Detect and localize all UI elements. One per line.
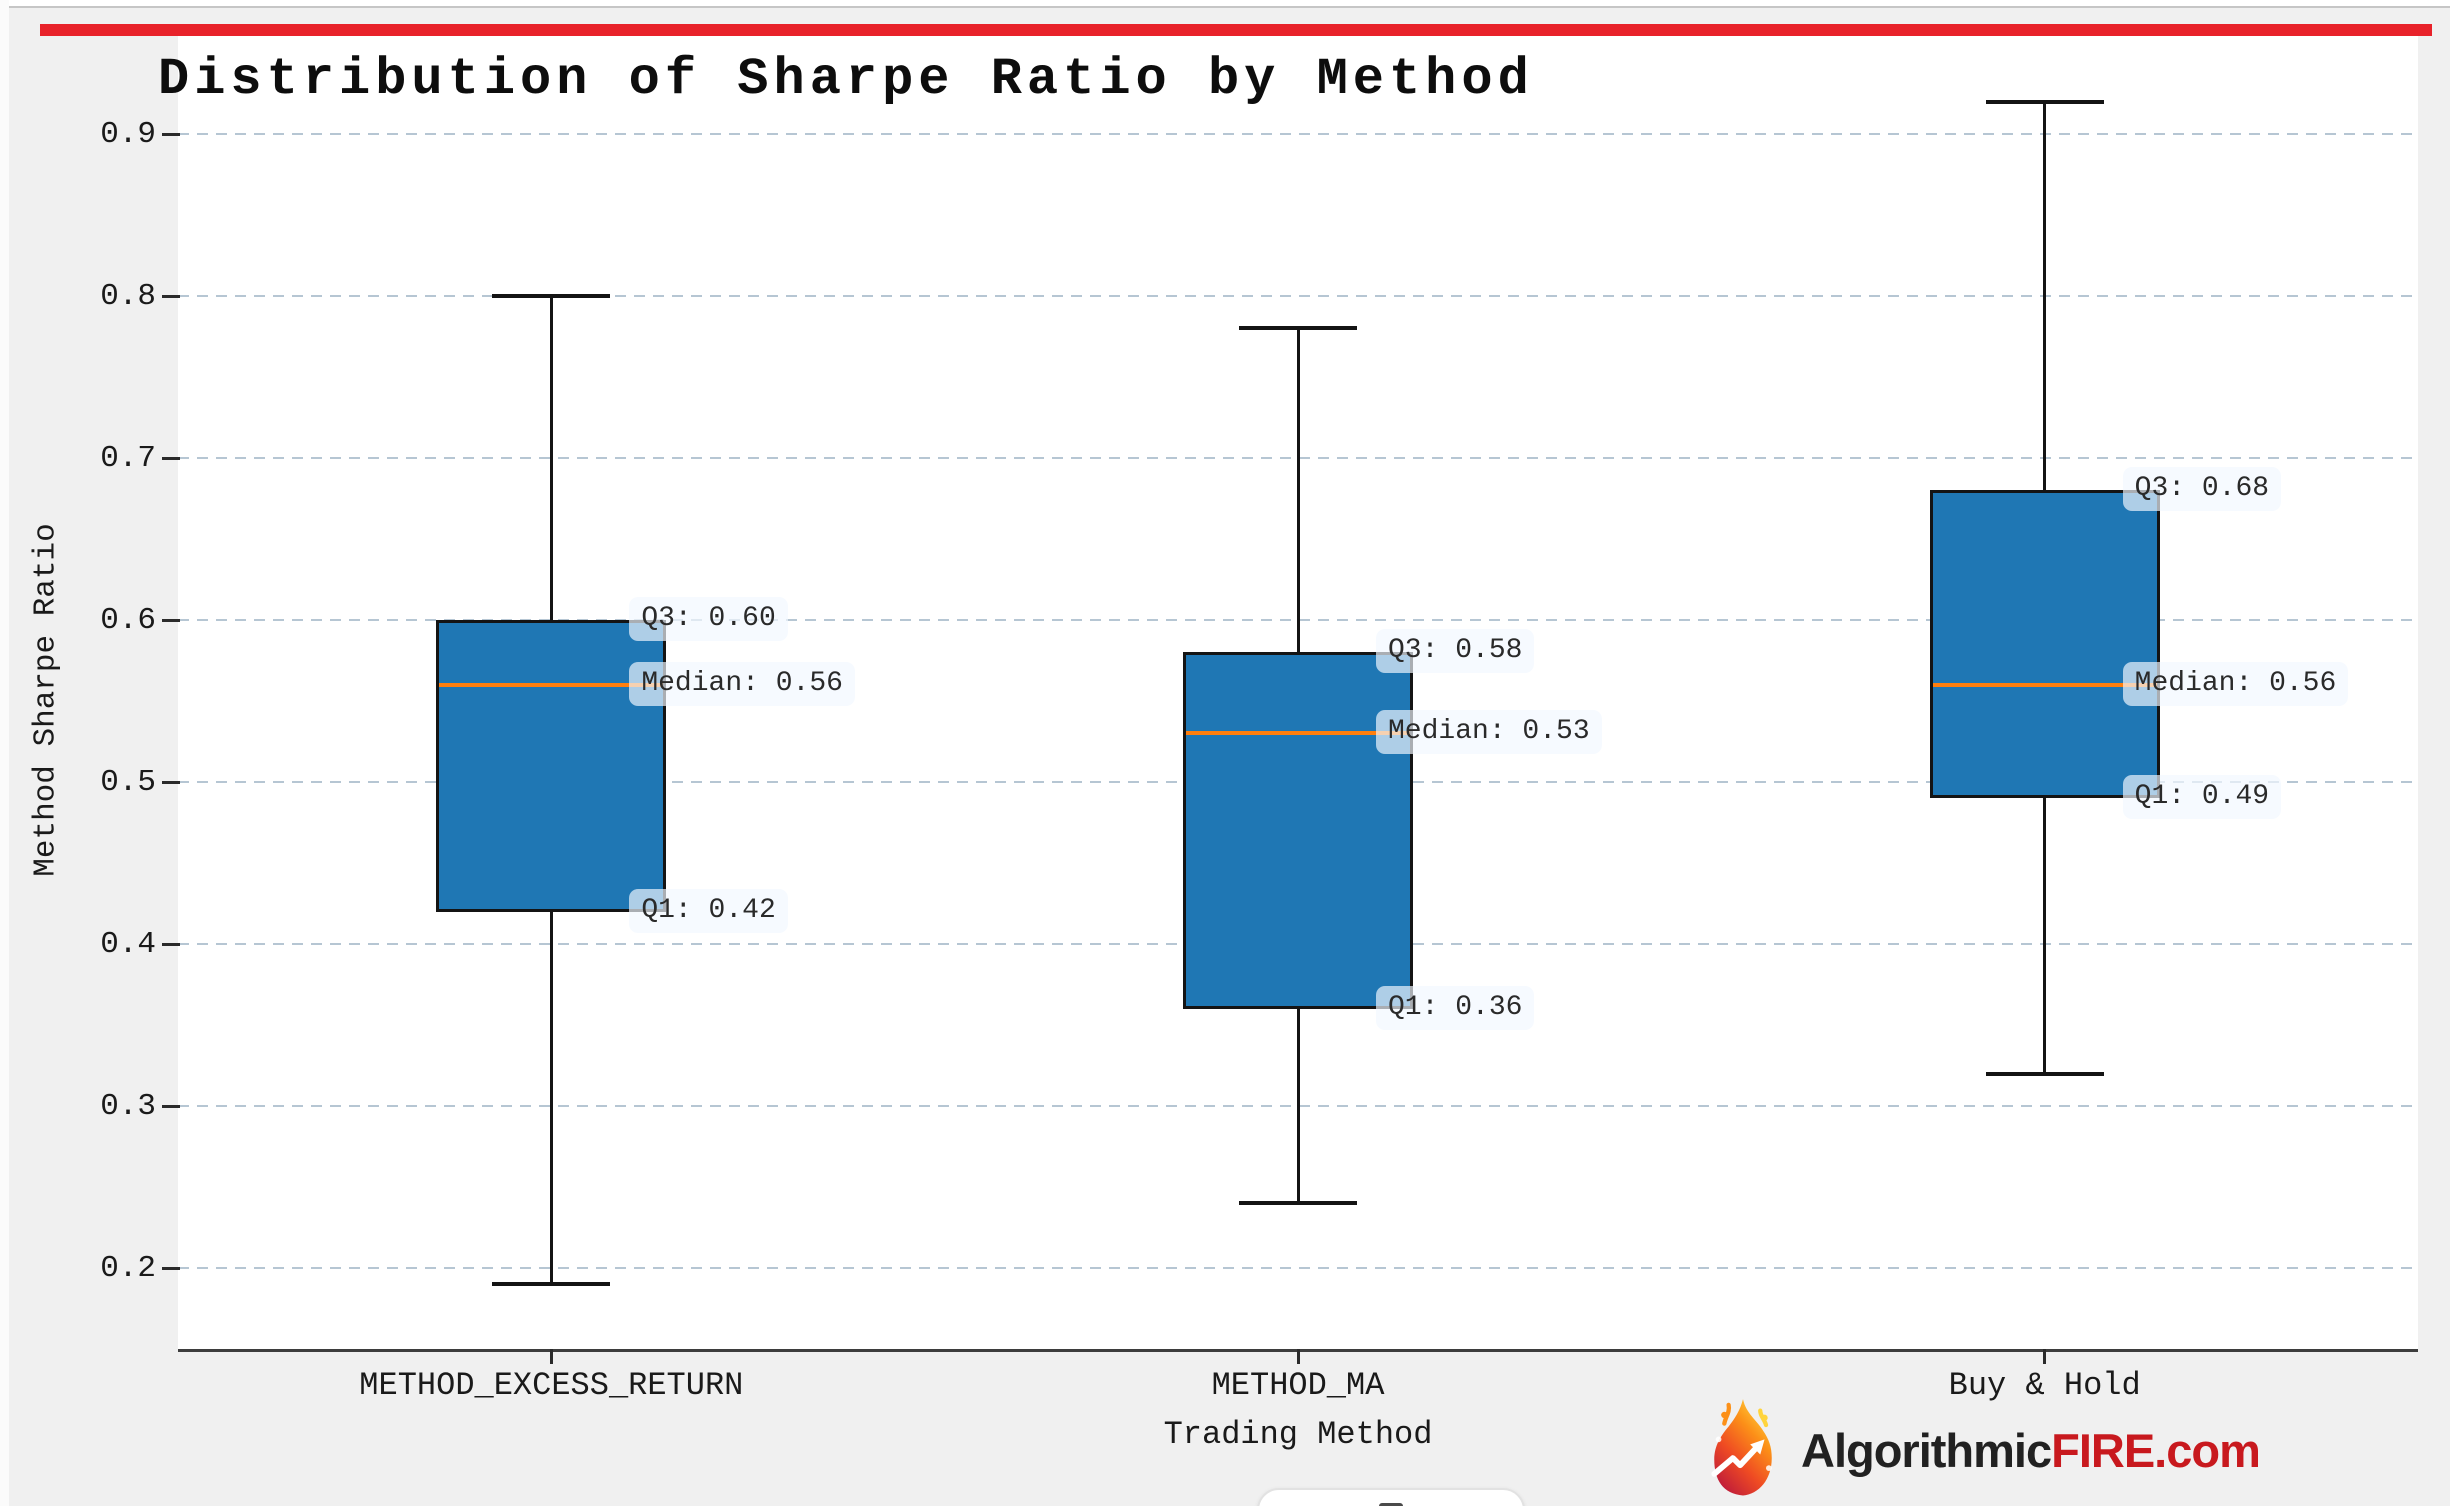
whisker-cap-top — [492, 294, 611, 298]
box-rect — [436, 620, 667, 912]
whisker-lower — [1296, 1008, 1300, 1204]
y-tick-label: 0.9 — [100, 117, 156, 152]
grid-line — [178, 1267, 2418, 1269]
y-tick-mark — [162, 1104, 180, 1108]
y-tick-mark — [162, 1266, 180, 1270]
annotation-q1: Q1: 0.49 — [2122, 775, 2282, 820]
whisker-cap-top — [1985, 99, 2104, 104]
whisker-lower — [2043, 798, 2047, 1074]
annotation-median: Median: 0.56 — [2122, 661, 2349, 706]
whisker-upper — [2043, 101, 2047, 491]
whisker-cap-bottom — [492, 1282, 611, 1287]
whisker-cap-bottom — [1985, 1071, 2104, 1076]
y-tick-label: 0.3 — [100, 1089, 156, 1124]
whisker-lower — [549, 911, 553, 1285]
x-tick-mark — [2043, 1349, 2047, 1364]
x-axis-label: Trading Method — [1163, 1416, 1433, 1453]
annotation-median: Median: 0.56 — [629, 661, 855, 706]
x-tick-mark — [549, 1349, 553, 1364]
whisker-upper — [549, 296, 553, 620]
x-tick-mark — [1296, 1349, 1300, 1364]
grid-line — [178, 295, 2418, 297]
bottom-overlay-pill[interactable] — [1257, 1488, 1525, 1506]
brand-text: AlgorithmicFIRE.com — [1801, 1423, 2261, 1478]
y-tick-label: 0.4 — [100, 927, 156, 962]
median-line — [1932, 682, 2157, 687]
y-tick-label: 0.5 — [100, 765, 156, 800]
whisker-upper — [1296, 328, 1300, 653]
box-rect — [1183, 652, 1413, 1009]
brand-text-red: FIRE.com — [2051, 1423, 2261, 1477]
y-tick-mark — [162, 618, 180, 622]
box-rect — [1929, 490, 2160, 799]
window-left-edge — [0, 0, 9, 1506]
y-tick-mark — [162, 294, 180, 298]
x-tick-label: METHOD_MA — [1211, 1367, 1385, 1404]
window-top-edge — [0, 0, 2450, 8]
y-axis-label: Method Sharpe Ratio — [28, 523, 64, 877]
y-tick-label: 0.6 — [100, 603, 156, 638]
y-tick-mark — [162, 780, 180, 784]
median-line — [1186, 731, 1410, 736]
x-tick-label: Buy & Hold — [1948, 1367, 2141, 1404]
chart-title: Distribution of Sharpe Ratio by Method — [158, 50, 1534, 109]
median-line — [439, 682, 664, 687]
whisker-cap-top — [1239, 326, 1357, 331]
annotation-q1: Q1: 0.36 — [1376, 985, 1535, 1030]
y-tick-label: 0.7 — [100, 441, 156, 476]
whisker-cap-bottom — [1239, 1201, 1357, 1206]
y-tick-label: 0.8 — [100, 279, 156, 314]
brand-text-black: Algorithmic — [1801, 1423, 2052, 1477]
flame-icon — [1697, 1396, 1789, 1505]
annotation-median: Median: 0.53 — [1376, 710, 1602, 755]
y-tick-mark — [162, 942, 180, 946]
bottom-pill-mark — [1379, 1503, 1403, 1506]
brand-logo: AlgorithmicFIRE.com — [1697, 1396, 2261, 1505]
annotation-q1: Q1: 0.42 — [629, 888, 788, 933]
y-tick-label: 0.2 — [100, 1251, 156, 1286]
top-accent-bar — [40, 24, 2432, 36]
annotation-q3: Q3: 0.60 — [629, 597, 788, 641]
x-tick-label: METHOD_EXCESS_RETURN — [359, 1367, 744, 1404]
y-tick-mark — [162, 132, 180, 136]
grid-line — [178, 133, 2418, 135]
annotation-q3: Q3: 0.68 — [2122, 467, 2282, 512]
y-tick-mark — [162, 456, 180, 460]
annotation-q3: Q3: 0.58 — [1376, 629, 1535, 674]
